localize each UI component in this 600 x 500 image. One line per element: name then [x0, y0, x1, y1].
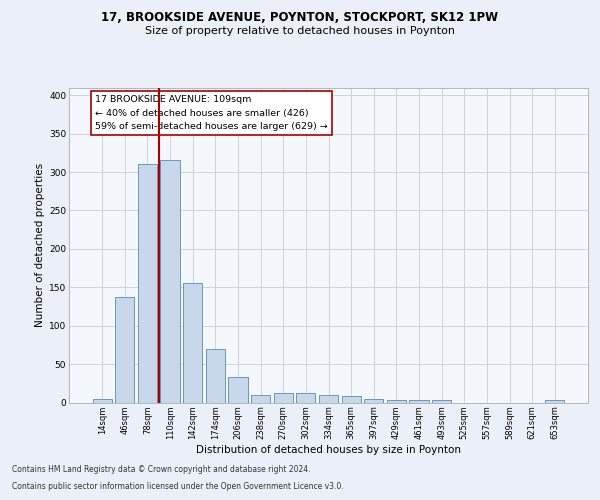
Bar — [251, 395, 270, 402]
X-axis label: Distribution of detached houses by size in Poynton: Distribution of detached houses by size … — [196, 444, 461, 454]
Text: Size of property relative to detached houses in Poynton: Size of property relative to detached ho… — [145, 26, 455, 36]
Bar — [432, 400, 451, 402]
Bar — [160, 160, 180, 402]
Y-axis label: Number of detached properties: Number of detached properties — [35, 163, 45, 327]
Bar — [319, 395, 338, 402]
Bar — [387, 400, 406, 402]
Bar — [409, 400, 428, 402]
Bar — [364, 400, 383, 402]
Text: 17 BROOKSIDE AVENUE: 109sqm
← 40% of detached houses are smaller (426)
59% of se: 17 BROOKSIDE AVENUE: 109sqm ← 40% of det… — [95, 96, 328, 131]
Bar — [545, 400, 565, 402]
Bar — [115, 297, 134, 403]
Text: Contains public sector information licensed under the Open Government Licence v3: Contains public sector information licen… — [12, 482, 344, 491]
Bar — [229, 377, 248, 402]
Text: Contains HM Land Registry data © Crown copyright and database right 2024.: Contains HM Land Registry data © Crown c… — [12, 465, 311, 474]
Bar — [274, 392, 293, 402]
Bar — [341, 396, 361, 402]
Bar — [183, 284, 202, 403]
Bar — [206, 348, 225, 403]
Bar — [92, 400, 112, 402]
Bar — [296, 392, 316, 402]
Bar — [138, 164, 157, 402]
Text: 17, BROOKSIDE AVENUE, POYNTON, STOCKPORT, SK12 1PW: 17, BROOKSIDE AVENUE, POYNTON, STOCKPORT… — [101, 11, 499, 24]
